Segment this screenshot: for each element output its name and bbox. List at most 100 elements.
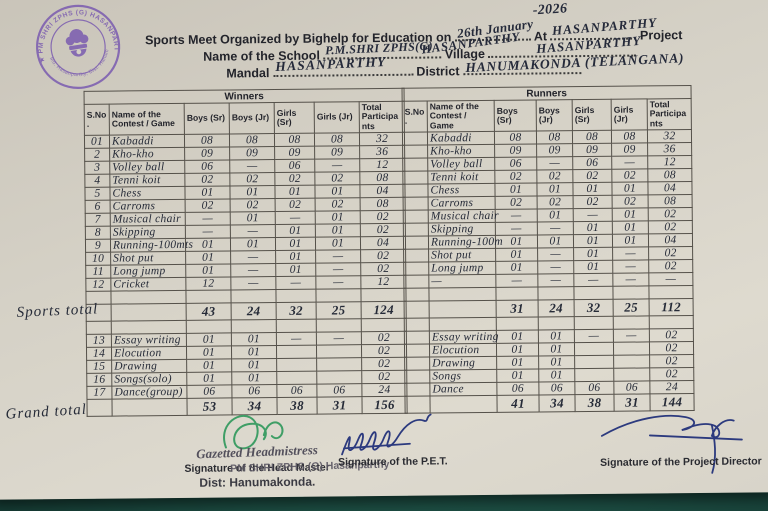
value-cell: 09 [274, 146, 315, 160]
value-cell: 08 [647, 168, 692, 182]
value-cell: 01 [231, 345, 277, 359]
serial-number-cell [403, 223, 429, 237]
value-cell [316, 344, 362, 359]
value-cell: 01 [230, 237, 276, 251]
serial-number-cell [404, 370, 430, 384]
value-cell: 01 [494, 183, 538, 197]
value-cell: — [275, 276, 316, 290]
value-cell: 02 [184, 172, 230, 187]
winners-table: Winners S.No. Name of the Contest / Game Bo… [84, 88, 408, 417]
serial-number-cell [402, 132, 428, 146]
empty-cell [496, 316, 539, 331]
school-round-seal: ★ PM SHRI ZPHS (G) HASANPARTHY ★ Md. Has… [20, 0, 120, 89]
value-cell: 02 [611, 168, 648, 183]
value-cell: 02 [360, 210, 406, 224]
serial-number-cell: 2 [84, 148, 110, 162]
value-cell: 08 [572, 130, 612, 144]
project-director-signature-label: Signature of the Project Director [600, 455, 762, 469]
value-cell: 02 [648, 207, 693, 221]
total-value-cell: 124 [361, 301, 407, 319]
value-cell: 01 [612, 220, 649, 235]
value-cell: 02 [229, 172, 275, 186]
game-name-cell: Running-100m [428, 235, 503, 250]
value-cell: 36 [359, 145, 405, 159]
column-header: Name of the Contest / Game [109, 103, 185, 136]
value-cell: — [230, 250, 276, 264]
empty-cell [429, 395, 498, 414]
headmistress-signature [223, 414, 284, 450]
total-value-cell: 112 [649, 298, 694, 316]
value-cell: 01 [315, 223, 361, 238]
value-cell: 01 [496, 368, 539, 383]
value-cell: — [229, 159, 275, 173]
game-name-cell: Carroms [110, 199, 186, 214]
value-cell: 01 [275, 237, 316, 251]
value-cell: — [230, 276, 276, 290]
game-name-cell: Musical chair [428, 209, 499, 224]
game-name-cell: Kabaddi [427, 131, 495, 146]
serial-number-cell: 11 [85, 265, 111, 279]
value-cell: 01 [496, 329, 539, 344]
total-value-cell: 41 [496, 394, 540, 413]
serial-number-cell [403, 249, 429, 263]
value-cell: 02 [495, 195, 538, 210]
value-cell: 32 [647, 129, 692, 143]
serial-number-cell: 9 [85, 239, 111, 253]
total-value-cell: 43 [186, 302, 232, 321]
district-label: District [416, 64, 460, 79]
value-cell: — [573, 208, 613, 222]
game-name-cell: Elocution [111, 346, 187, 361]
serial-number-cell [402, 145, 428, 159]
value-cell: 01 [611, 181, 649, 196]
game-name-cell: Carroms [428, 196, 496, 211]
value-cell: 01 [573, 221, 613, 235]
value-cell: 01 [184, 185, 231, 200]
value-cell: — [611, 155, 648, 170]
pet-signature-label: Signature of the P.E.T. [338, 455, 448, 469]
value-cell: — [230, 263, 276, 277]
empty-cell [404, 301, 430, 319]
serial-number-cell [404, 331, 430, 345]
value-cell: — [612, 272, 649, 287]
game-name-cell: Elocution [429, 343, 497, 358]
empty-cell [648, 285, 694, 299]
value-cell: 02 [360, 249, 406, 263]
game-name-cell: Kho-kho [109, 147, 185, 162]
district-dotted-field: HANUMAKONDA (TELANGANA) [462, 50, 684, 76]
column-header: Girls (Jr) [314, 101, 360, 134]
value-cell: 04 [647, 181, 693, 195]
value-cell: 01 [537, 234, 574, 248]
value-cell: — [495, 208, 538, 223]
value-cell [574, 368, 614, 382]
value-cell: 01 [496, 355, 539, 370]
game-name-cell: Dance [429, 382, 497, 397]
empty-cell [573, 286, 614, 300]
value-cell: 02 [649, 328, 694, 342]
value-cell: 02 [274, 172, 315, 186]
value-cell: 12 [647, 155, 692, 169]
value-cell: 02 [537, 195, 574, 209]
value-cell: — [537, 260, 574, 274]
empty-cell [316, 318, 362, 333]
serial-number-cell: 5 [84, 187, 111, 201]
serial-number-cell: 7 [85, 213, 111, 227]
game-name-cell: Long jump [428, 261, 496, 276]
empty-cell [361, 318, 407, 332]
empty-cell [613, 315, 650, 330]
value-cell: 08 [648, 194, 693, 208]
value-cell: 06 [184, 159, 230, 174]
empty-cell [315, 288, 362, 303]
value-cell: — [316, 331, 362, 346]
value-cell: 09 [611, 142, 648, 157]
value-cell: 01 [275, 250, 316, 264]
serial-number-cell: 8 [85, 226, 111, 240]
game-name-cell: Volley ball [109, 160, 185, 175]
column-header: Total Participants [359, 101, 405, 133]
empty-cell [538, 316, 575, 330]
serial-number-cell [404, 383, 430, 397]
value-cell: — [613, 328, 650, 343]
game-name-cell: Musical chair [110, 212, 186, 227]
value-cell: — [275, 211, 316, 225]
value-cell: — [315, 249, 361, 264]
serial-number-cell: 10 [85, 252, 111, 266]
